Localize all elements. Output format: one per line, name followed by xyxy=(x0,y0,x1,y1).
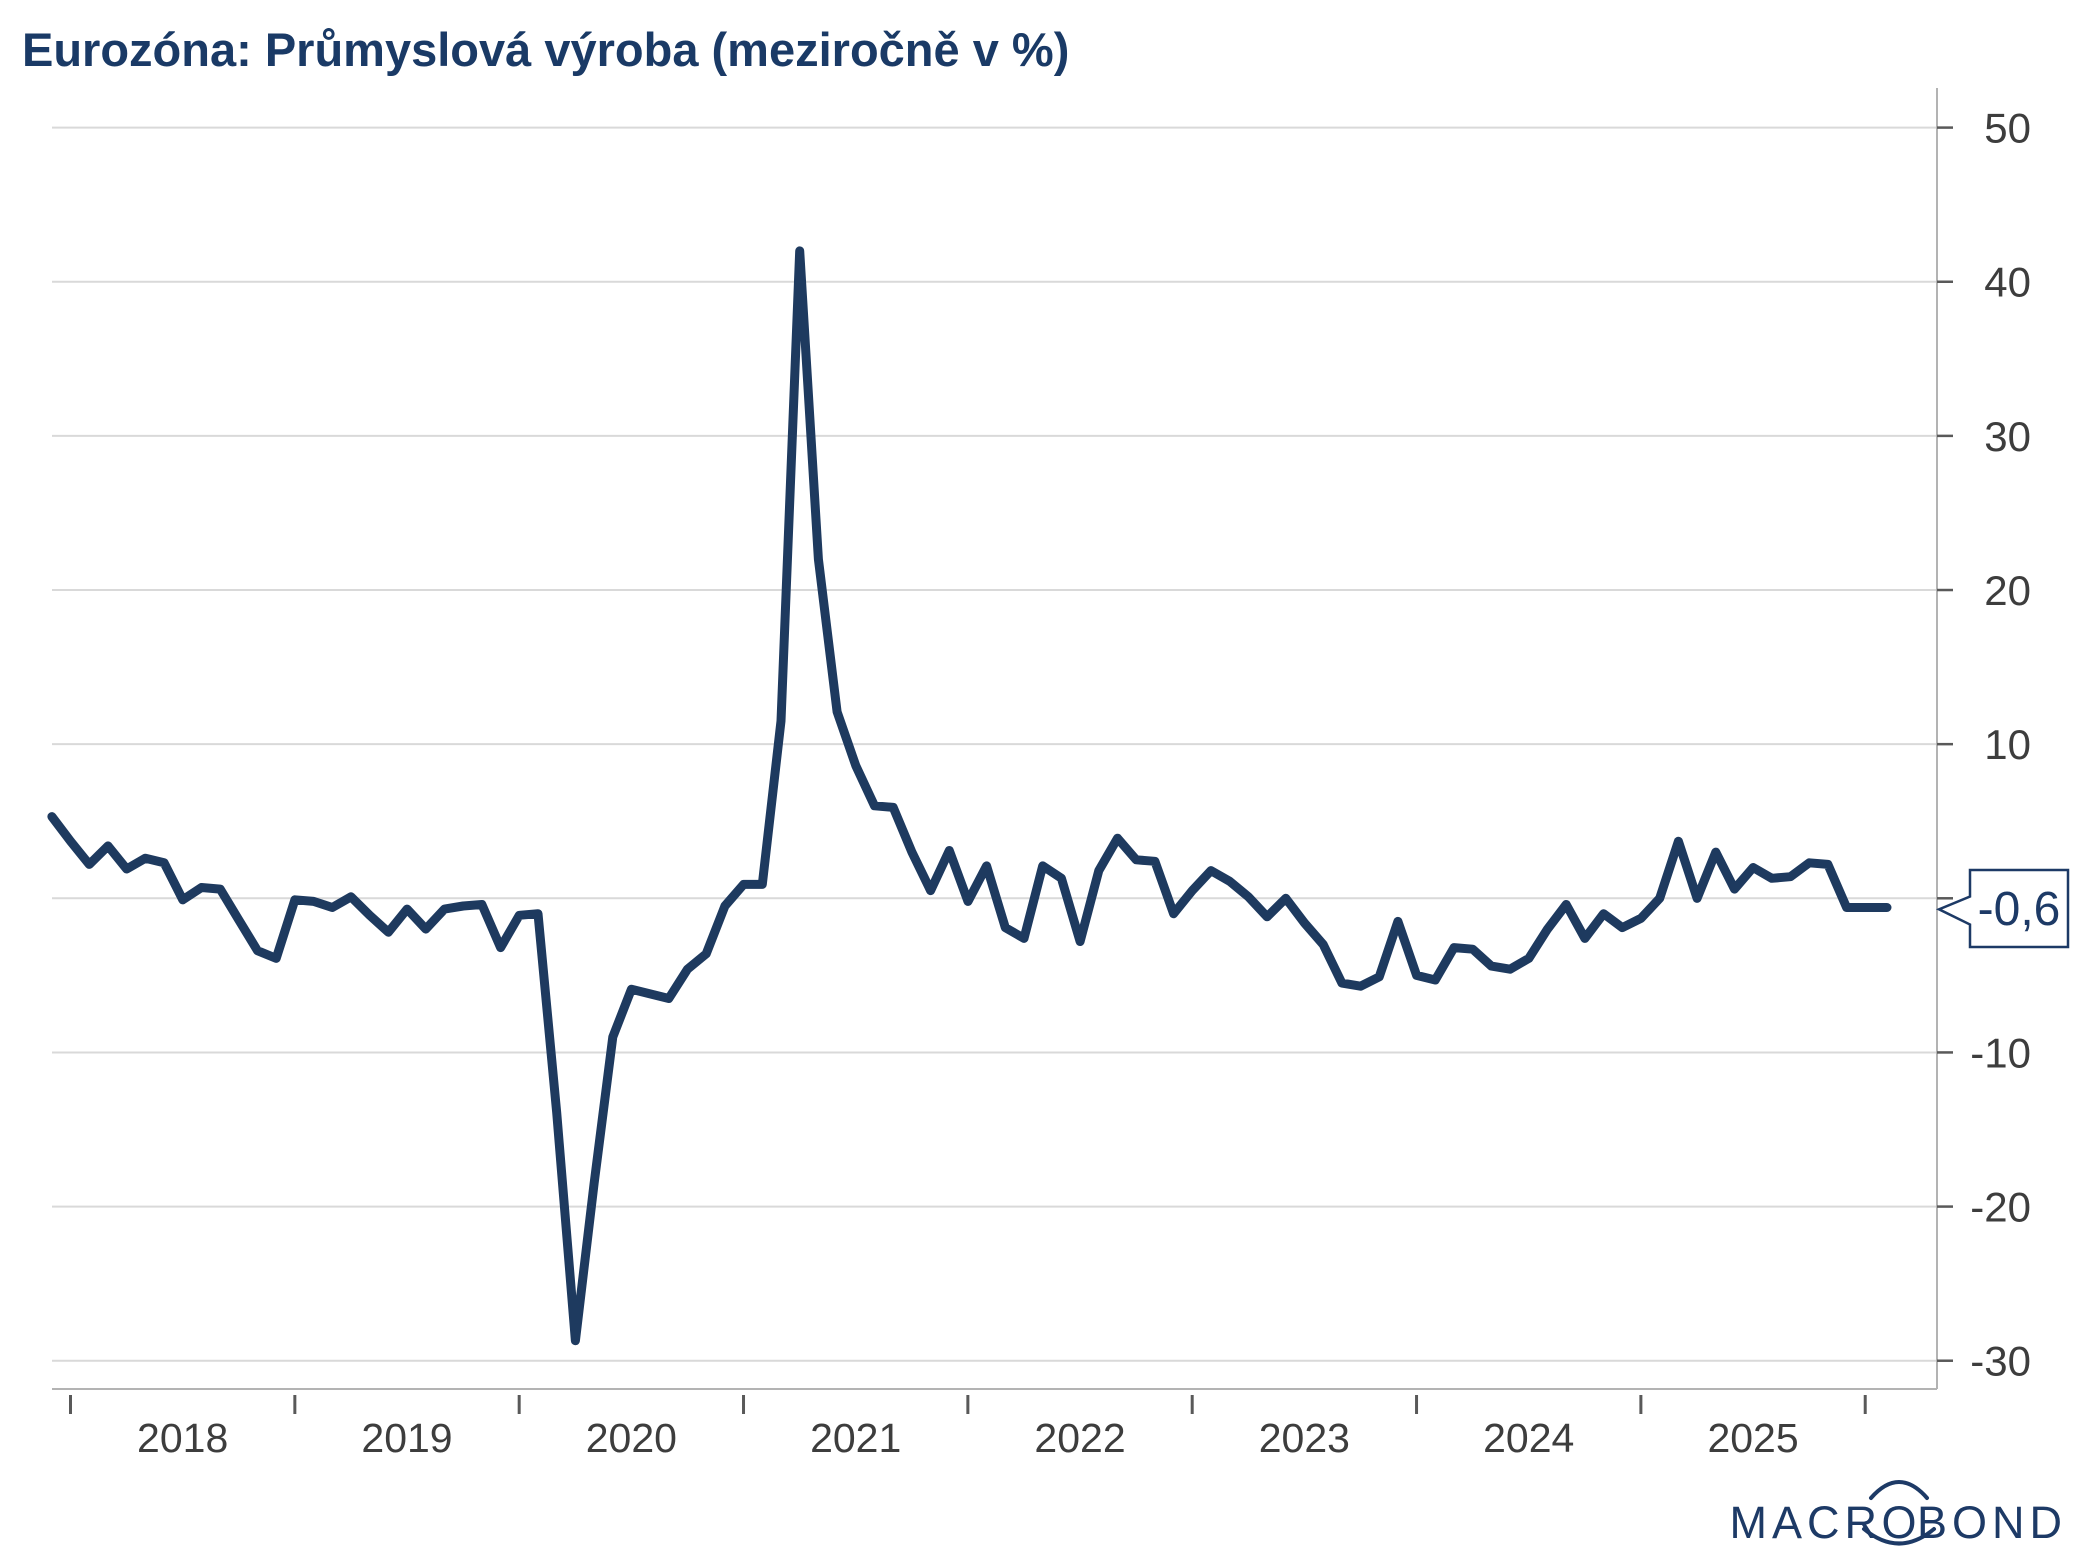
x-axis-label-2025: 2025 xyxy=(1707,1415,1798,1461)
series-group xyxy=(47,246,1892,1346)
gridlines xyxy=(52,126,1937,1362)
x-axis-label-2019: 2019 xyxy=(361,1415,452,1461)
x-axis-label-2023: 2023 xyxy=(1259,1415,1350,1461)
y-axis-tick-labels: 50 40 30 20 10 -10 -20 -30 xyxy=(1970,105,2031,1385)
y-axis-label--30: -30 xyxy=(1970,1338,2031,1385)
axes xyxy=(52,88,1953,1414)
y-axis-label-50: 50 xyxy=(1984,105,2031,152)
y-axis-label-10: 10 xyxy=(1984,721,2031,768)
x-axis-label-2018: 2018 xyxy=(137,1415,228,1461)
logo-lower-arc-icon xyxy=(1862,1527,1936,1546)
callout-value-label: -0,6 xyxy=(1978,883,2061,936)
y-axis-label-30: 30 xyxy=(1984,413,2031,460)
logo-text-macr: MACR xyxy=(1730,1497,1883,1548)
logo-letter-o: O xyxy=(1881,1497,1916,1548)
y-axis-label-20: 20 xyxy=(1984,567,2031,614)
industrial-production-series-line xyxy=(47,246,1892,1346)
logo-text-bond: BOND xyxy=(1917,1497,2067,1548)
last-value-callout: -0,6 xyxy=(1935,868,2070,949)
y-axis-label--10: -10 xyxy=(1970,1029,2031,1076)
y-axis-label--20: -20 xyxy=(1970,1184,2031,1231)
callout-balloon-shape xyxy=(1935,868,2070,949)
y-axis-label-40: 40 xyxy=(1984,259,2031,306)
logo-upper-arc-icon xyxy=(1869,1480,1929,1500)
macrobond-logo: MACR O BOND xyxy=(1730,1480,2067,1548)
x-axis-label-2024: 2024 xyxy=(1483,1415,1574,1461)
chart-title: Eurozóna: Průmyslová výroba (meziročně v… xyxy=(22,23,1069,76)
x-axis-year-labels: 2018 2019 2020 2021 2022 2023 2024 2025 xyxy=(137,1415,1799,1461)
x-axis-label-2020: 2020 xyxy=(586,1415,677,1461)
x-axis-label-2021: 2021 xyxy=(810,1415,901,1461)
x-axis-label-2022: 2022 xyxy=(1034,1415,1125,1461)
